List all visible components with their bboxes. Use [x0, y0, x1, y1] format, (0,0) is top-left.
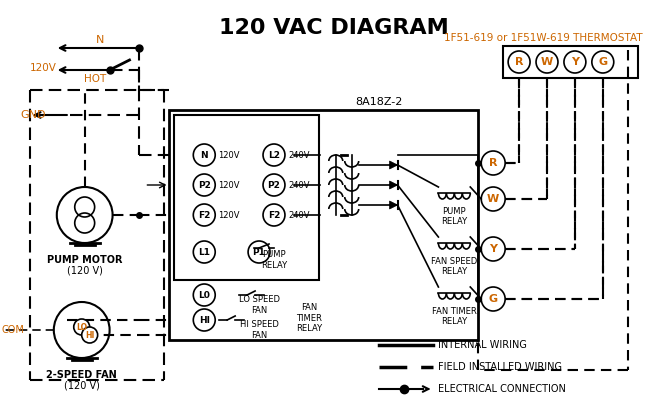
Bar: [174, 115, 319, 280]
Text: ELECTRICAL CONNECTION: ELECTRICAL CONNECTION: [438, 384, 566, 394]
Circle shape: [481, 237, 505, 261]
Circle shape: [74, 319, 90, 335]
Polygon shape: [389, 161, 397, 169]
Text: FAN SPEED
RELAY: FAN SPEED RELAY: [431, 257, 478, 277]
Text: N: N: [95, 35, 104, 45]
Text: 1F51-619 or 1F51W-619 THERMOSTAT: 1F51-619 or 1F51W-619 THERMOSTAT: [444, 33, 643, 43]
Circle shape: [193, 204, 215, 226]
Text: W: W: [541, 57, 553, 67]
Circle shape: [193, 144, 215, 166]
Circle shape: [536, 51, 558, 73]
Text: 120V: 120V: [218, 150, 240, 160]
Text: 240V: 240V: [288, 210, 310, 220]
Text: 2-SPEED FAN: 2-SPEED FAN: [46, 370, 117, 380]
Text: W: W: [487, 194, 499, 204]
Text: INTERNAL WIRING: INTERNAL WIRING: [438, 340, 527, 350]
Text: (120 V): (120 V): [64, 380, 100, 390]
Bar: [170, 110, 478, 340]
Text: HI: HI: [85, 331, 94, 339]
Text: 240V: 240V: [288, 181, 310, 189]
Polygon shape: [389, 201, 397, 209]
Text: N: N: [200, 150, 208, 160]
Text: F2: F2: [198, 210, 210, 220]
Text: PUMP MOTOR: PUMP MOTOR: [47, 255, 123, 265]
Text: (120 V): (120 V): [67, 265, 103, 275]
Bar: [503, 46, 638, 78]
Text: FAN
TIMER
RELAY: FAN TIMER RELAY: [296, 303, 322, 333]
Text: F2: F2: [268, 210, 280, 220]
Circle shape: [481, 287, 505, 311]
Text: PUMP
RELAY: PUMP RELAY: [442, 207, 468, 226]
Text: G: G: [598, 57, 608, 67]
Text: GND: GND: [20, 110, 46, 120]
Text: G: G: [488, 294, 498, 304]
Text: HOT: HOT: [84, 74, 106, 84]
Circle shape: [193, 241, 215, 263]
Text: R: R: [515, 57, 523, 67]
Circle shape: [82, 327, 98, 343]
Text: 240V: 240V: [288, 150, 310, 160]
Text: FIELD INSTALLED WIRING: FIELD INSTALLED WIRING: [438, 362, 562, 372]
Text: 8A18Z-2: 8A18Z-2: [355, 97, 402, 107]
Text: L0: L0: [198, 290, 210, 300]
Circle shape: [193, 174, 215, 196]
Circle shape: [263, 144, 285, 166]
Text: LO SPEED
FAN: LO SPEED FAN: [239, 295, 279, 315]
Text: R: R: [489, 158, 497, 168]
Text: L2: L2: [268, 150, 280, 160]
Polygon shape: [389, 181, 397, 189]
Circle shape: [592, 51, 614, 73]
Circle shape: [193, 309, 215, 331]
Circle shape: [263, 204, 285, 226]
Text: P2: P2: [267, 181, 281, 189]
Text: Y: Y: [489, 244, 497, 254]
Text: 120V: 120V: [218, 181, 240, 189]
Circle shape: [481, 187, 505, 211]
Circle shape: [564, 51, 586, 73]
Text: L1: L1: [198, 248, 210, 256]
Text: HI: HI: [199, 316, 210, 324]
Circle shape: [481, 151, 505, 175]
Text: COM: COM: [2, 325, 25, 335]
Text: P2: P2: [198, 181, 210, 189]
Text: Y: Y: [571, 57, 579, 67]
Circle shape: [508, 51, 530, 73]
Text: LO: LO: [76, 323, 87, 331]
Text: 120V: 120V: [30, 63, 57, 73]
Text: FAN TIMER
RELAY: FAN TIMER RELAY: [432, 307, 477, 326]
Circle shape: [248, 241, 270, 263]
Text: P1: P1: [253, 248, 265, 256]
Text: PUMP
RELAY: PUMP RELAY: [261, 250, 287, 270]
Circle shape: [263, 174, 285, 196]
Text: 120 VAC DIAGRAM: 120 VAC DIAGRAM: [219, 18, 449, 38]
Circle shape: [193, 284, 215, 306]
Text: 120V: 120V: [218, 210, 240, 220]
Text: HI SPEED
FAN: HI SPEED FAN: [240, 320, 279, 340]
